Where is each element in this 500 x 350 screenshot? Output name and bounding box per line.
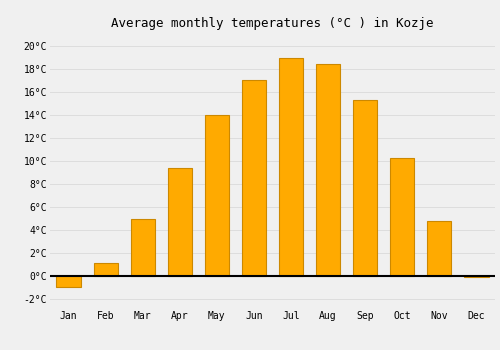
Bar bbox=[279, 58, 303, 276]
Bar bbox=[205, 115, 229, 276]
Bar bbox=[390, 158, 414, 276]
Bar bbox=[353, 100, 378, 276]
Bar bbox=[242, 80, 266, 276]
Bar bbox=[94, 263, 118, 276]
Bar bbox=[464, 276, 488, 277]
Bar bbox=[316, 64, 340, 276]
Title: Average monthly temperatures (°C ) in Kozje: Average monthly temperatures (°C ) in Ko… bbox=[111, 17, 434, 30]
Bar bbox=[168, 168, 192, 276]
Bar bbox=[56, 276, 80, 287]
Bar bbox=[130, 218, 155, 276]
Bar bbox=[428, 221, 452, 276]
